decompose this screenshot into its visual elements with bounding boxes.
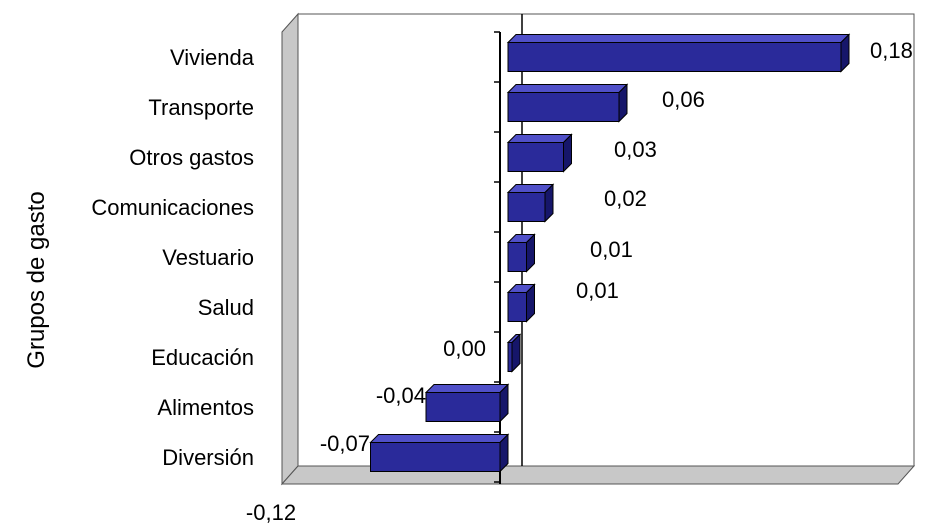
value-label: 0,06 — [662, 87, 705, 112]
category-label: Alimentos — [157, 395, 254, 420]
bar-top — [369, 434, 510, 443]
bar-8 — [369, 433, 510, 473]
bar-0 — [506, 33, 851, 73]
category-label: Vestuario — [162, 245, 254, 270]
x-tick-label: -0,12 — [246, 500, 296, 525]
category-label: Transporte — [148, 95, 254, 120]
bar-face — [425, 392, 501, 422]
bar-7 — [424, 383, 510, 423]
category-labels: Vivienda Transporte Otros gastos Comunicaci… — [91, 45, 254, 470]
bar-face — [370, 442, 501, 472]
category-label: Diversión — [162, 445, 254, 470]
axis-ticks — [494, 31, 500, 483]
bars-group — [369, 33, 851, 473]
bar-face — [507, 342, 513, 372]
bar-face — [507, 142, 564, 172]
bar-1 — [506, 83, 629, 123]
value-label: 0,01 — [576, 278, 619, 303]
value-labels: 0,18 0,060,03 0,02 0,01 0,01 0,00 -0,04-0,07 — [320, 38, 913, 456]
category-label: Comunicaciones — [91, 195, 254, 220]
bar-4 — [506, 233, 536, 273]
bar-5 — [506, 283, 536, 323]
bar-2 — [506, 133, 573, 173]
bar-top — [424, 384, 510, 393]
bar-face — [507, 92, 620, 122]
bar-top — [506, 84, 629, 93]
bar-face — [507, 42, 842, 72]
bar-face — [507, 292, 527, 322]
bar-face — [507, 192, 546, 222]
category-label: Educación — [151, 345, 254, 370]
chart-side-wall — [281, 12, 299, 486]
value-label: 0,00 — [443, 336, 486, 361]
value-label: -0,04 — [376, 383, 426, 408]
bar-3 — [506, 183, 555, 223]
category-label: Otros gastos — [129, 145, 254, 170]
value-label: 0,18 — [870, 38, 913, 63]
category-label: Vivienda — [170, 45, 255, 70]
value-label: 0,01 — [590, 237, 633, 262]
bar-face — [507, 242, 527, 272]
bar-top — [506, 34, 851, 43]
category-label: Salud — [198, 295, 254, 320]
bar-top — [506, 134, 573, 143]
y-axis-title: Grupos de gasto — [23, 191, 50, 368]
value-label: 0,03 — [614, 137, 657, 162]
value-label: -0,07 — [320, 431, 370, 456]
bar-6 — [506, 333, 522, 373]
value-label: 0,02 — [604, 186, 647, 211]
